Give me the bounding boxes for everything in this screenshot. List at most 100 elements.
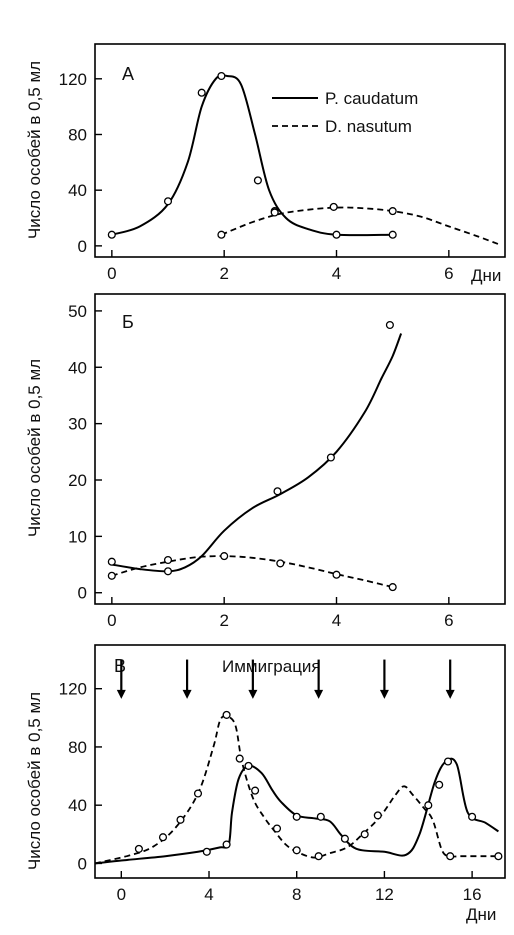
panel-v-series-1-point xyxy=(251,786,260,795)
panel-b-series-0-line xyxy=(111,333,403,573)
panel-v-series-0-point xyxy=(468,812,477,821)
panel-v-y-tick-label: 120 xyxy=(59,680,87,699)
panel-a-y-tick-label: 40 xyxy=(68,181,87,200)
panel-b-frame xyxy=(94,293,506,605)
panel-a-x-tick-label: 4 xyxy=(332,264,341,283)
panel-v-x-tick-label: 16 xyxy=(463,885,482,904)
panel-b-series-0-point xyxy=(326,453,335,462)
panel-v-x-tick-label: 4 xyxy=(204,885,213,904)
panel-v-series-0-line xyxy=(94,757,499,865)
panel-a-series-0-point xyxy=(332,230,341,239)
panel-a-y-tick-label: 120 xyxy=(59,70,87,89)
panel-b-series-0-point xyxy=(107,557,116,566)
panel-a-series-1-point xyxy=(329,202,338,211)
panel-b-y-axis-label: Число особей в 0,5 мл xyxy=(25,359,44,537)
panel-b-series-0-point xyxy=(273,487,282,496)
panel-v-series-0-point xyxy=(443,757,453,766)
panel-b-series-1-point xyxy=(332,570,341,579)
panel-v-frame xyxy=(94,644,506,879)
panel-v: Число особей в 0,5 мл В Иммиграция Дни 0… xyxy=(25,644,506,924)
panel-b-y-tick-label: 40 xyxy=(68,358,87,377)
panel-b-y-tick-label: 10 xyxy=(68,527,87,546)
panel-b-y-tick-label: 20 xyxy=(68,471,87,490)
immigration-arrow xyxy=(248,659,258,699)
panel-v-x-tick-label: 8 xyxy=(292,885,301,904)
panel-b-series-1-point xyxy=(107,571,116,580)
legend-nasutum-label: D. nasutum xyxy=(325,117,412,136)
panel-a-series-1-line xyxy=(221,206,500,246)
panel-v-series-1-point xyxy=(446,852,455,861)
panel-a-x-axis-label: Дни xyxy=(471,266,501,285)
panel-v-series-1-point xyxy=(424,801,433,810)
panel-b-x-tick-label: 2 xyxy=(219,611,228,630)
panel-v-series-1-point xyxy=(314,852,323,861)
panel-a-y-tick-label: 80 xyxy=(68,125,87,144)
panel-v-series-1-point xyxy=(360,830,369,839)
panel-v-series-1-point xyxy=(158,833,168,842)
panel-a-frame xyxy=(94,43,506,258)
panel-b-x-tick-label: 6 xyxy=(444,611,453,630)
panel-b-x-tick-label: 0 xyxy=(107,611,116,630)
panel-b-series-0-point xyxy=(163,567,173,576)
panel-v-series-1-point xyxy=(235,754,244,763)
panel-v-series-0-point xyxy=(244,761,253,770)
panel-v-series-1-point xyxy=(292,846,301,855)
panel-a-y-tick-label: 0 xyxy=(78,237,87,256)
immigration-arrow xyxy=(182,659,192,699)
panel-v-series-1-point xyxy=(134,844,143,853)
panel-v-series-1-point xyxy=(272,824,282,833)
panel-a-x-tick-label: 6 xyxy=(444,264,453,283)
panel-b-series-0-point xyxy=(385,320,394,330)
panel-a-x-tick-label: 2 xyxy=(219,264,228,283)
immigration-arrow xyxy=(314,659,324,699)
panel-v-series-1-point xyxy=(176,815,185,824)
panel-v-series-1-point xyxy=(222,710,231,719)
panel-b-x-tick-label: 4 xyxy=(332,611,341,630)
panel-b: Число особей в 0,5 мл Б 0 2 4 6 0 10 20 30 40 50 xyxy=(25,293,506,630)
panel-v-y-tick-label: 0 xyxy=(78,854,87,873)
immigration-arrow xyxy=(379,659,389,699)
panel-a-series-0-point xyxy=(388,230,397,239)
panel-v-x-tick-label: 0 xyxy=(117,885,126,904)
immigration-arrow xyxy=(445,659,455,699)
panel-b-letter: Б xyxy=(122,312,134,332)
panel-v-series-0-point xyxy=(222,840,231,849)
panel-v-series-0-point xyxy=(316,812,325,821)
panel-a-series-0-point xyxy=(217,71,226,81)
panel-b-series-1-point xyxy=(163,555,173,565)
panel-a-series-1-point xyxy=(217,230,226,239)
panel-b-series-1-line xyxy=(111,555,393,588)
panel-a-x-tick-label: 0 xyxy=(107,264,116,283)
panel-b-y-tick-label: 30 xyxy=(68,415,87,434)
panel-v-series-0-point xyxy=(435,780,444,789)
panel-v-series-0-point xyxy=(340,834,349,843)
panel-v-letter: В xyxy=(114,656,126,676)
panel-b-series-1-point xyxy=(220,552,229,561)
panel-a: Число особей в 0,5 мл А Дни P. caudatum … xyxy=(25,43,506,285)
panel-v-x-tick-label: 12 xyxy=(375,885,394,904)
panel-v-series-0-point xyxy=(202,847,211,856)
panel-b-series-1-point xyxy=(388,583,397,592)
panel-a-series-0-point xyxy=(197,88,206,97)
panel-a-series-0-point xyxy=(107,230,116,239)
panel-v-y-tick-label: 40 xyxy=(68,796,87,815)
panel-a-y-axis-label: Число особей в 0,5 мл xyxy=(25,61,44,239)
panel-b-y-tick-label: 50 xyxy=(68,302,87,321)
panel-v-y-tick-label: 80 xyxy=(68,738,87,757)
panel-v-series-0-point xyxy=(292,812,301,821)
panel-b-y-tick-label: 0 xyxy=(78,584,87,603)
panel-v-y-axis-label: Число особей в 0,5 мл xyxy=(25,692,44,870)
panel-v-title: Иммиграция xyxy=(222,657,321,676)
panel-a-series-1-point xyxy=(270,208,279,217)
legend-caudatum-label: P. caudatum xyxy=(325,89,418,108)
panel-v-series-1-line xyxy=(94,715,499,865)
panel-a-series-0-point xyxy=(163,197,173,206)
panel-v-series-1-point xyxy=(193,789,203,798)
panel-v-series-1-point xyxy=(373,811,382,820)
panel-a-letter: А xyxy=(122,64,134,84)
panel-a-series-0-point xyxy=(253,176,262,185)
panel-v-x-axis-label: Дни xyxy=(466,905,496,924)
panel-a-series-1-point xyxy=(388,207,397,216)
immigration-arrow xyxy=(116,659,126,699)
